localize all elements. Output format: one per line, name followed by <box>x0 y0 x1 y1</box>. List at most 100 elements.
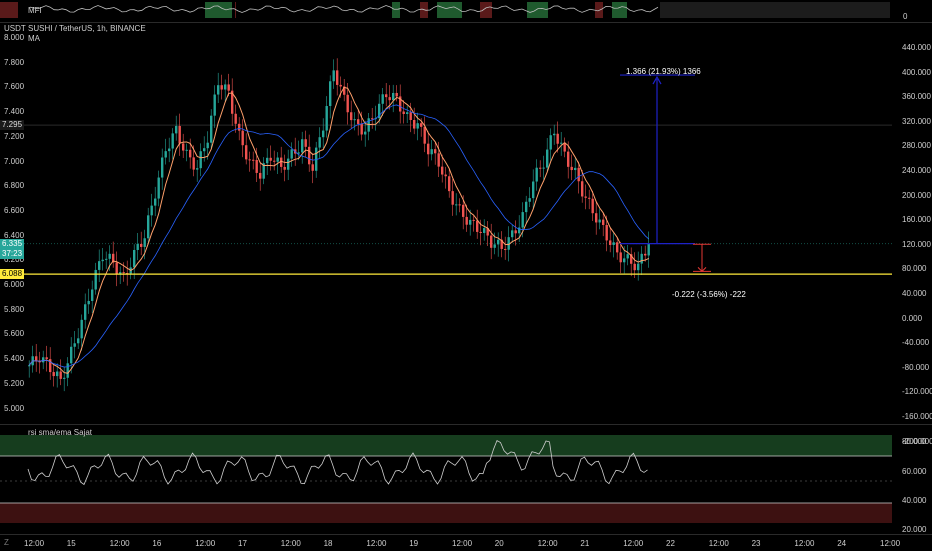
time-axis-tick: 12:00 <box>24 539 45 548</box>
candle-body <box>259 172 262 179</box>
candle-body <box>35 356 38 362</box>
candle-body <box>357 119 360 124</box>
candle-body <box>364 131 367 135</box>
candle-body <box>192 157 195 170</box>
right-axis-tick: 80.000 <box>902 264 927 274</box>
mfi-zone <box>235 2 236 18</box>
left-axis-tick: 7.000 <box>4 156 25 166</box>
z-icon[interactable]: Z <box>4 538 9 547</box>
rsi-axis-tick: 60.000 <box>902 467 927 476</box>
candle-body <box>619 252 622 263</box>
candle-countdown: 37:23 <box>0 248 25 259</box>
left-axis-tick: 7.200 <box>4 131 25 141</box>
candle-body <box>644 253 647 256</box>
candle-body <box>623 258 626 263</box>
candle-body <box>577 167 580 182</box>
left-axis-tick: 7.400 <box>4 107 25 117</box>
candle-body <box>444 174 447 177</box>
rsi-pane[interactable]: rsi sma/ema Sajat 80.000 60.000 40.000 20.0… <box>0 424 932 535</box>
candle-body <box>640 253 643 264</box>
candle-body <box>409 112 412 121</box>
candle-body <box>598 219 601 223</box>
candle-body <box>567 151 570 167</box>
candle-body <box>266 157 269 164</box>
time-axis-tick: 24 <box>837 539 847 548</box>
right-axis-tick: -160.000 <box>902 412 932 421</box>
time-axis[interactable]: 12:00 15 12:00 16 12:00 17 12:00 18 12:00 19 12:00… <box>0 534 932 551</box>
candle-body <box>49 359 52 373</box>
symbol-title[interactable]: SUSHI / TetherUS, 1h, BINANCE <box>28 24 146 33</box>
candle-body <box>339 84 342 87</box>
time-axis-tick: 15 <box>66 539 76 548</box>
candle-body <box>238 123 241 131</box>
measure-tool-down <box>693 243 711 273</box>
right-axis-tick: -120.000 <box>902 387 932 397</box>
mfi-pane[interactable]: MFI 0 <box>0 0 932 23</box>
time-axis-tick: 12:00 <box>880 539 901 548</box>
candle-body <box>297 152 300 154</box>
candle-body <box>126 273 129 275</box>
candle-body <box>423 126 426 144</box>
candle-body <box>42 357 45 363</box>
candle-body <box>241 130 244 146</box>
time-axis-tick: 12:00 <box>708 539 729 548</box>
candle-body <box>73 343 76 347</box>
rsi-label[interactable]: rsi sma/ema Sajat <box>28 428 93 437</box>
candle-body <box>322 130 325 138</box>
price-chart-pane[interactable]: USDT SUSHI / TetherUS, 1h, BINANCE MA 8.… <box>0 22 932 446</box>
candle-body <box>420 123 423 127</box>
candle-body <box>136 243 139 250</box>
candle-body <box>59 371 62 379</box>
candlestick-series <box>28 58 650 392</box>
candle-body <box>157 177 160 199</box>
rsi-line <box>27 439 648 486</box>
candle-body <box>493 244 496 248</box>
candle-body <box>612 242 615 245</box>
right-axis-tick: -80.000 <box>902 362 930 372</box>
candle-body <box>395 92 398 97</box>
rsi-plot <box>0 435 892 523</box>
candle-body <box>402 111 405 114</box>
candle-body <box>133 249 136 268</box>
candle-body <box>87 300 90 305</box>
candle-body <box>94 269 97 290</box>
candle-body <box>262 163 265 179</box>
candle-body <box>343 86 346 95</box>
candle-body <box>469 219 472 225</box>
mfi-scale-zero: 0 <box>903 12 908 21</box>
candle-body <box>609 240 612 245</box>
time-axis-tick: 19 <box>409 539 419 548</box>
rsi-overbought-band <box>0 435 892 456</box>
time-axis-tick: 12:00 <box>366 539 387 548</box>
candle-body <box>570 166 573 171</box>
candle-body <box>143 238 146 247</box>
rsi-oversold-band <box>0 503 892 523</box>
candle-body <box>413 120 416 129</box>
candle-body <box>164 151 167 158</box>
candle-body <box>371 118 374 120</box>
candle-body <box>119 272 122 275</box>
candle-body <box>101 259 104 262</box>
candle-body <box>287 158 290 170</box>
right-axis-tick: 200.000 <box>902 190 931 200</box>
time-axis-tick: 12:00 <box>794 539 815 548</box>
candle-body <box>486 228 489 236</box>
candle-body <box>539 167 542 169</box>
left-axis-tick: 6.600 <box>4 205 25 215</box>
candle-body <box>416 123 419 129</box>
candle-body <box>325 106 328 131</box>
ma-indicator-label[interactable]: MA <box>28 34 40 43</box>
candle-body <box>437 153 440 167</box>
candle-body <box>84 304 87 320</box>
right-axis-tick: 240.000 <box>902 166 931 175</box>
candle-body <box>112 253 115 263</box>
candle-body <box>161 157 164 178</box>
candle-body <box>549 135 552 150</box>
candle-body <box>196 168 199 170</box>
price-chart-canvas[interactable] <box>0 22 932 422</box>
candle-body <box>182 143 185 151</box>
candle-body <box>269 157 272 161</box>
candle-body <box>605 224 608 241</box>
candle-body <box>633 263 636 271</box>
candle-body <box>626 254 629 259</box>
